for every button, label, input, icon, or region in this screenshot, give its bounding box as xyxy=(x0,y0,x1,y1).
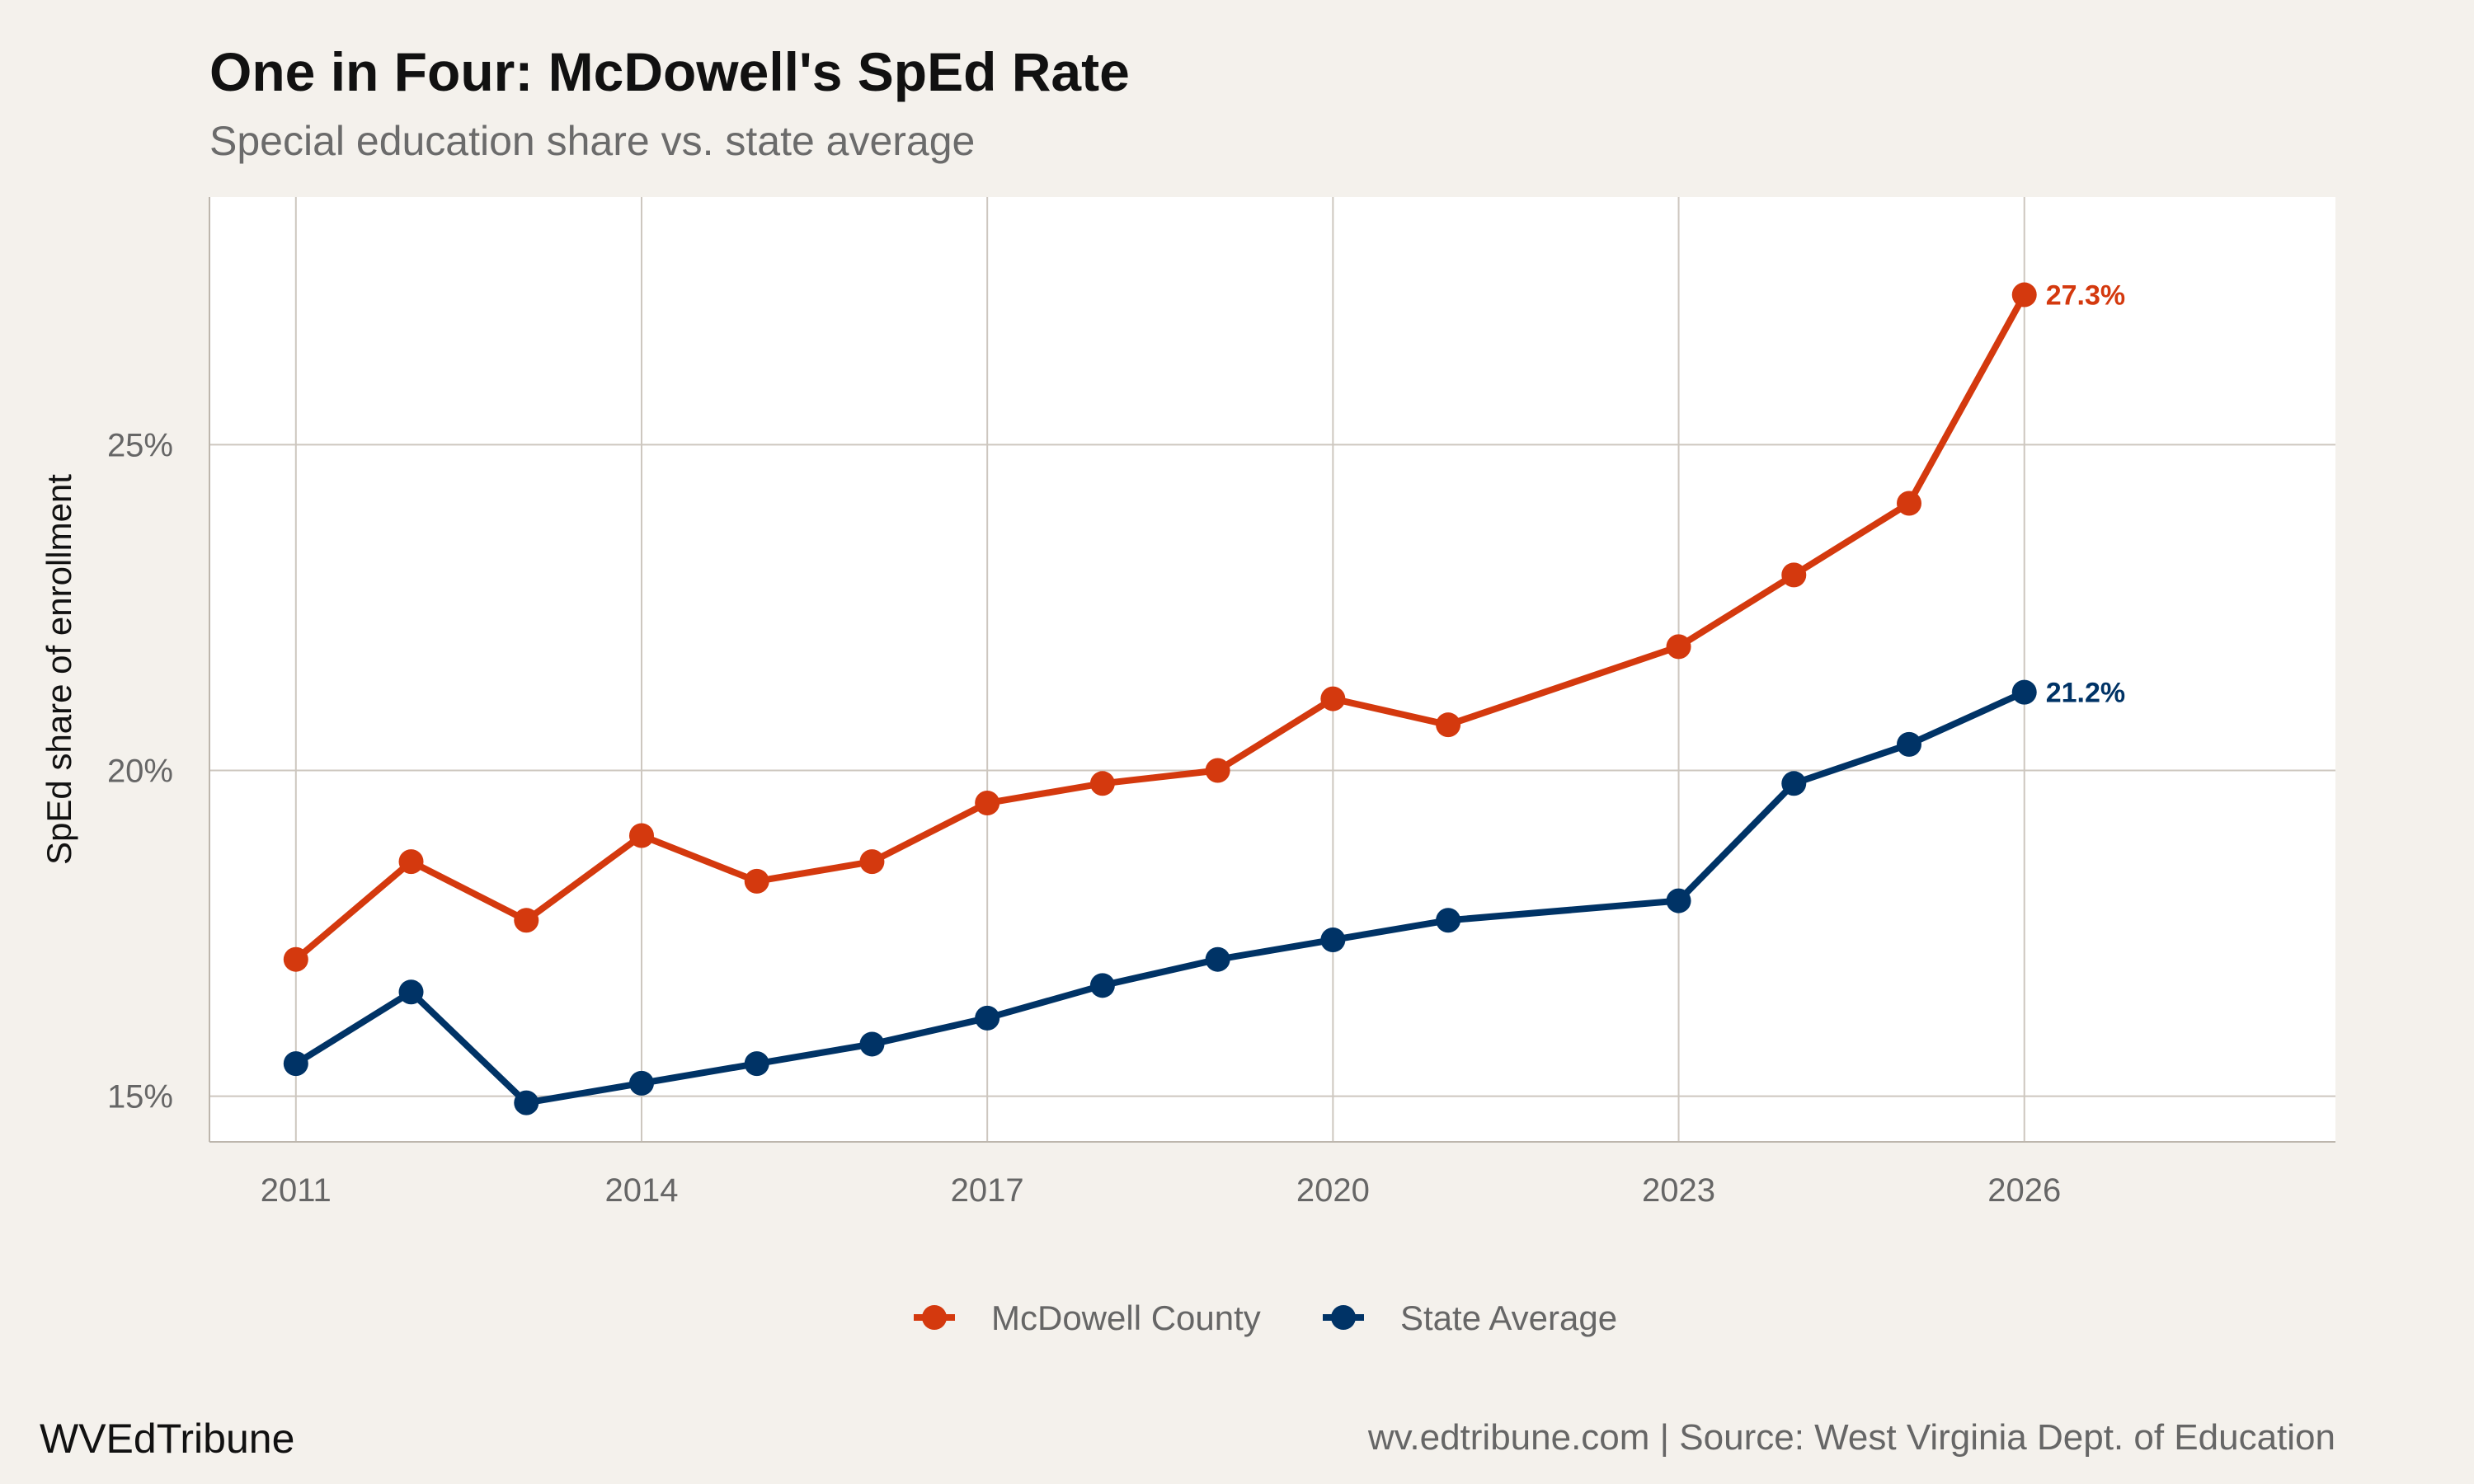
data-point xyxy=(1089,771,1115,796)
end-label: 27.3% xyxy=(2046,280,2125,312)
x-tick-label: 2026 xyxy=(1987,1172,2061,1209)
x-tick-label: 2020 xyxy=(1296,1172,1370,1209)
legend: McDowell County State Average xyxy=(914,1298,1617,1337)
data-point xyxy=(1781,562,1807,588)
y-axis-label: SpEd share of enrollment xyxy=(40,474,78,865)
data-point xyxy=(975,791,1000,816)
data-point xyxy=(1897,731,1922,757)
y-tick-label: 15% xyxy=(107,1079,173,1115)
data-point xyxy=(859,849,885,875)
data-point xyxy=(1320,927,1346,952)
data-point xyxy=(744,868,769,894)
legend-label: State Average xyxy=(1400,1298,1617,1337)
data-point xyxy=(744,1051,769,1077)
data-point xyxy=(2011,282,2037,308)
data-point xyxy=(398,979,424,1005)
plot-panel xyxy=(209,197,2335,1142)
legend-key-point xyxy=(1331,1305,1356,1330)
data-point xyxy=(2011,679,2037,705)
y-tick-label: 25% xyxy=(107,427,173,463)
data-point xyxy=(1089,973,1115,998)
chart-subtitle: Special education share vs. state averag… xyxy=(209,118,975,164)
end-label: 21.2% xyxy=(2046,678,2125,709)
data-point xyxy=(398,849,424,875)
data-point xyxy=(1436,712,1461,738)
data-point xyxy=(1205,946,1230,972)
data-point xyxy=(1897,491,1922,516)
x-tick-label: 2011 xyxy=(261,1172,332,1209)
data-point xyxy=(1320,686,1346,711)
data-point xyxy=(628,1070,654,1096)
data-point xyxy=(1666,888,1691,913)
data-point xyxy=(1666,634,1691,660)
data-point xyxy=(514,908,539,933)
chart-title: One in Four: McDowell's SpEd Rate xyxy=(209,41,1130,102)
legend-key-point xyxy=(922,1305,947,1330)
data-point xyxy=(1205,758,1230,783)
legend-label: McDowell County xyxy=(991,1298,1261,1337)
data-point xyxy=(628,823,654,848)
data-point xyxy=(514,1090,539,1115)
x-tick-label: 2017 xyxy=(951,1172,1024,1209)
footer-source: wv.edtribune.com | Source: West Virginia… xyxy=(1367,1417,2335,1458)
series-layer: 27.3% 21.2% xyxy=(283,280,2125,1115)
footer-brand: WVEdTribune xyxy=(40,1416,294,1462)
x-tick-label: 2023 xyxy=(1642,1172,1715,1209)
y-tick-label: 20% xyxy=(107,754,173,790)
ticks: 2011 2014 2017 2020 2023 2026 15% 20% 25% xyxy=(107,427,2061,1209)
data-point xyxy=(1436,908,1461,933)
data-point xyxy=(283,946,308,972)
data-point xyxy=(975,1005,1000,1031)
data-point xyxy=(283,1051,308,1077)
data-point xyxy=(1781,771,1807,796)
data-point xyxy=(859,1031,885,1057)
x-tick-label: 2014 xyxy=(604,1172,678,1209)
